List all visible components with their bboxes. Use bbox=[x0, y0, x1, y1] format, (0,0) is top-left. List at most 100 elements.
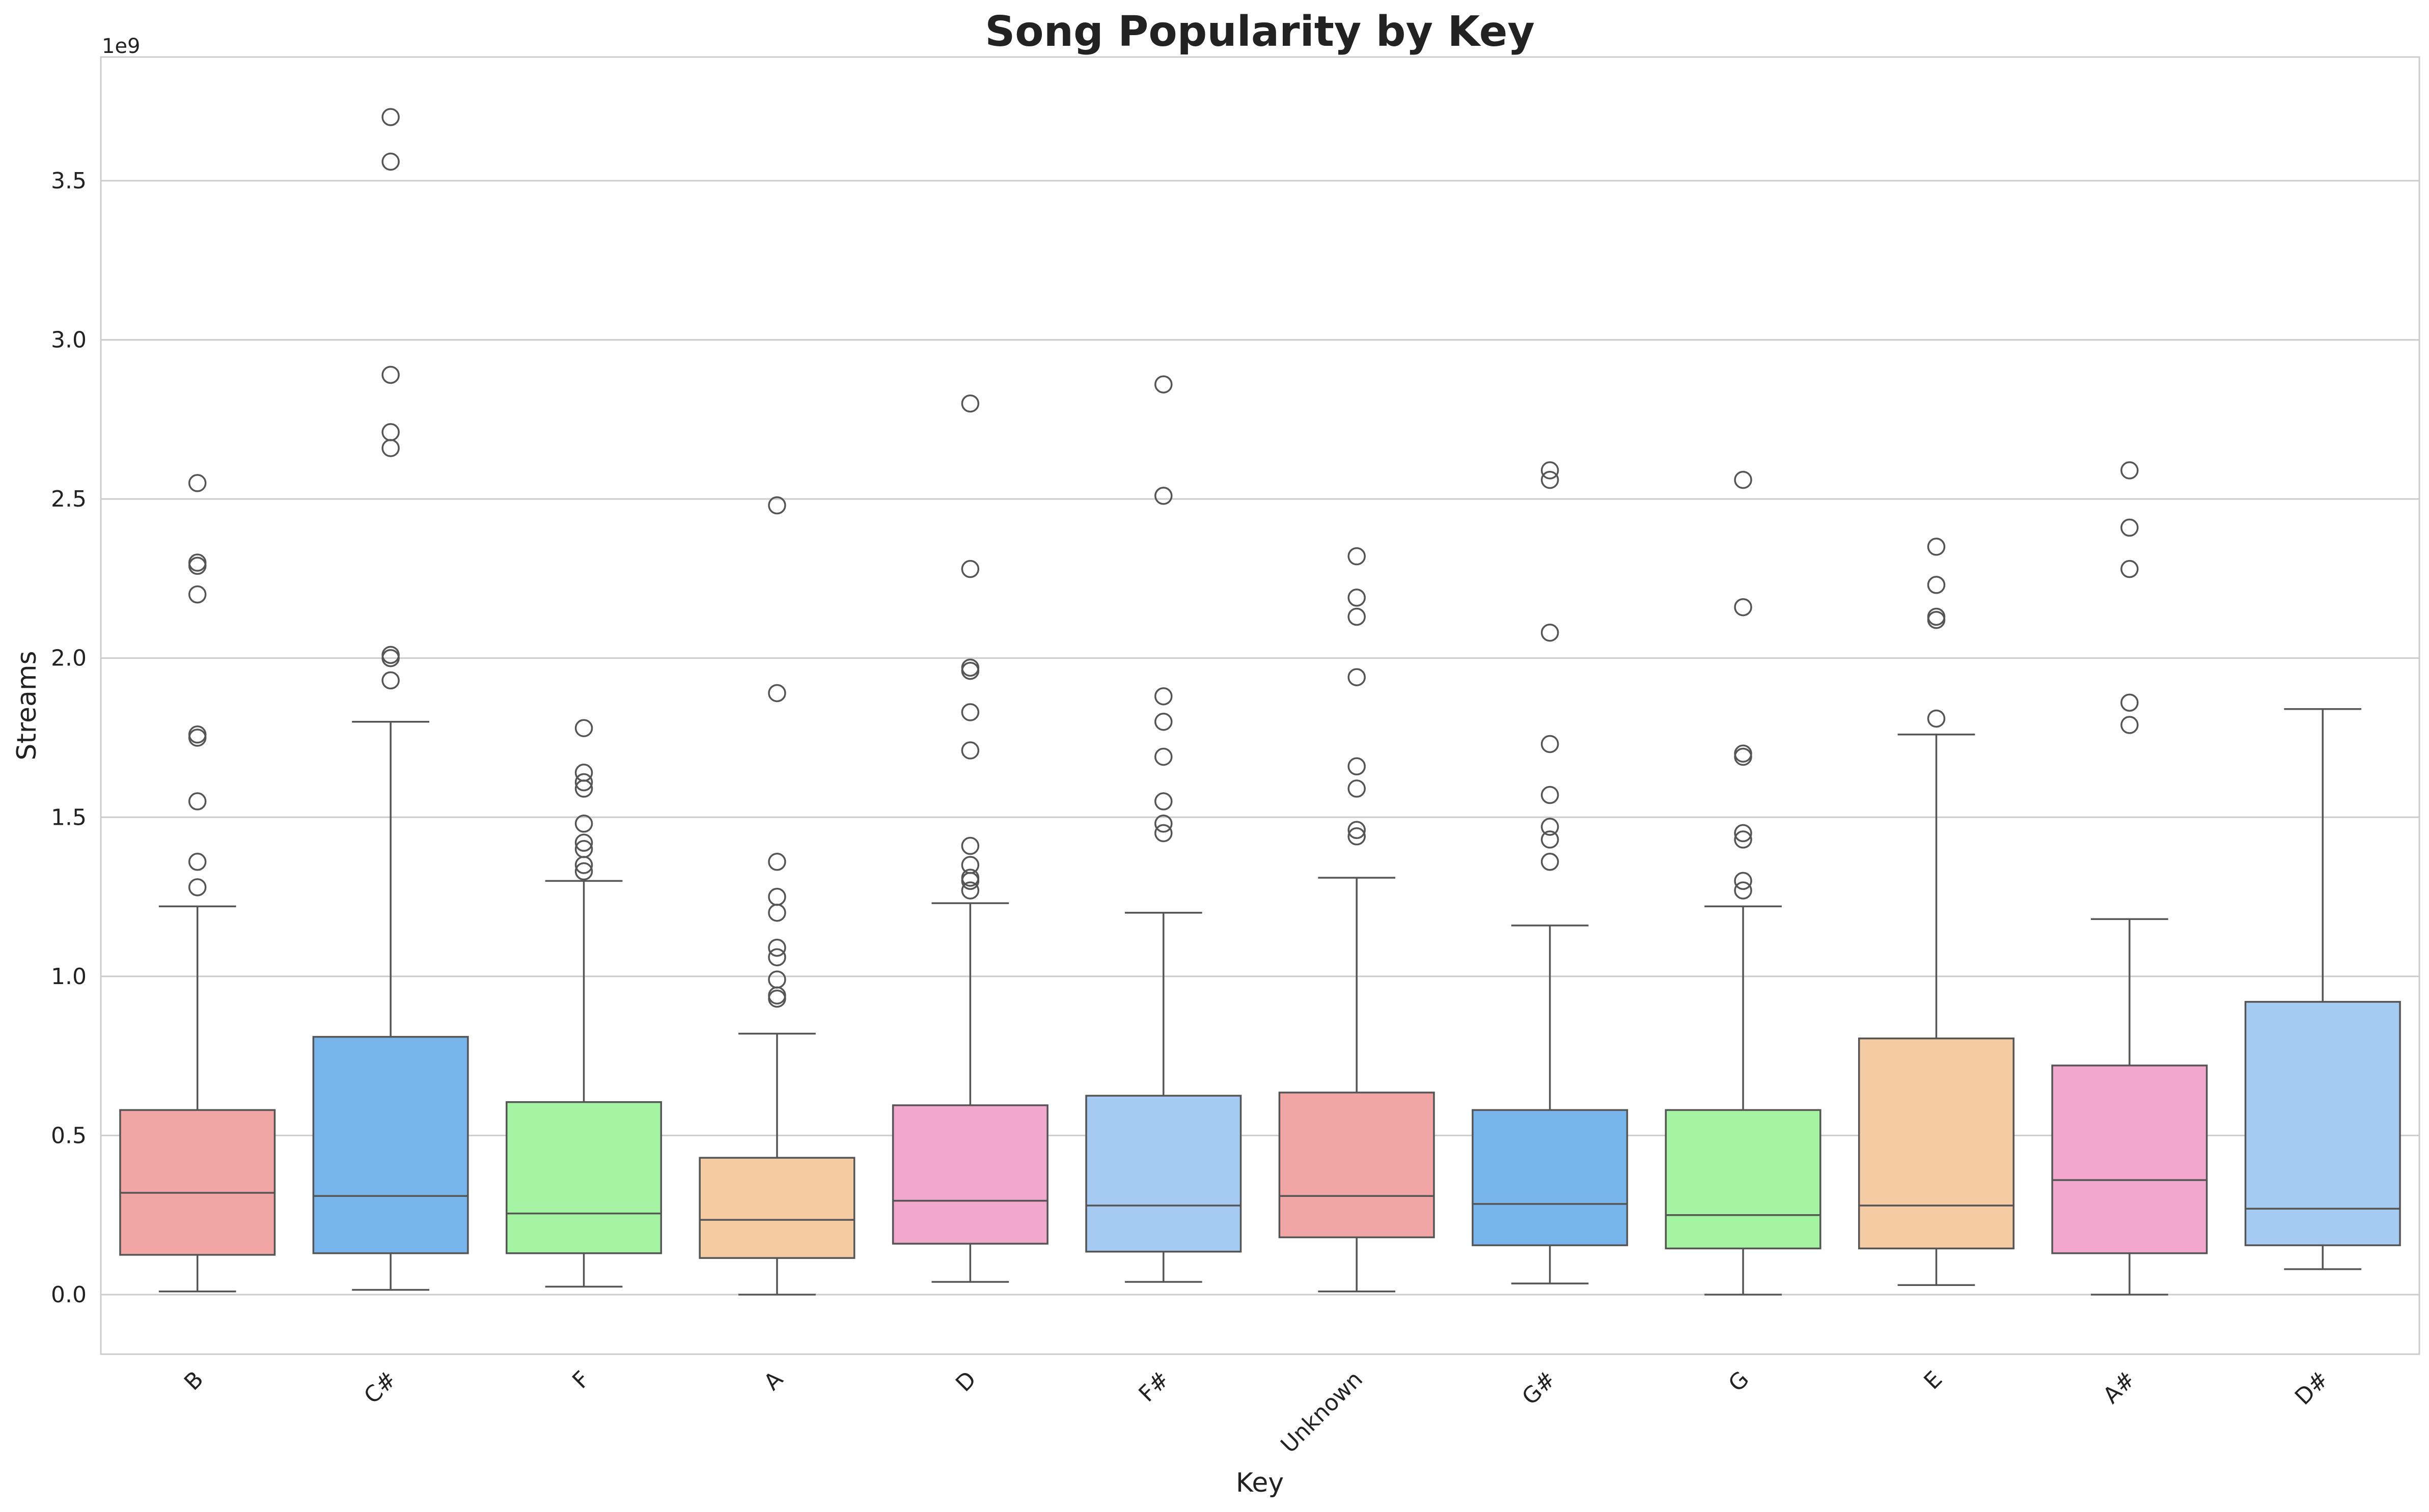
outlier-point bbox=[1347, 547, 1366, 566]
y-tick-label: 3.5 bbox=[51, 168, 87, 194]
outlier-point bbox=[574, 773, 593, 792]
y-tick-label: 1.5 bbox=[51, 804, 87, 830]
y-tick-label: 1.0 bbox=[51, 964, 87, 990]
y-tick-label: 0.5 bbox=[51, 1123, 87, 1149]
outlier-point bbox=[961, 559, 980, 578]
outlier-point bbox=[381, 108, 400, 126]
outlier-point bbox=[1347, 668, 1366, 686]
outlier-point bbox=[381, 646, 400, 664]
iqr-box bbox=[1665, 1109, 1821, 1250]
outlier-point bbox=[961, 881, 980, 900]
plot-frame bbox=[100, 56, 2420, 1355]
outlier-point bbox=[1734, 872, 1752, 890]
outlier-point bbox=[574, 764, 593, 782]
outlier-point bbox=[1154, 687, 1173, 706]
chart-title: Song Popularity by Key bbox=[985, 8, 1535, 56]
outlier-point bbox=[961, 869, 980, 887]
iqr-box bbox=[699, 1157, 855, 1259]
outlier-point bbox=[1540, 623, 1559, 642]
outlier-point bbox=[1540, 735, 1559, 753]
outlier-point bbox=[1154, 487, 1173, 505]
iqr-box bbox=[312, 1035, 469, 1254]
outlier-point bbox=[2120, 559, 2139, 578]
boxes-layer bbox=[119, 108, 2401, 1296]
outlier-point bbox=[1734, 824, 1752, 843]
outlier-point bbox=[1347, 589, 1366, 607]
outlier-point bbox=[768, 938, 786, 957]
box-d bbox=[892, 394, 1048, 1283]
box-f bbox=[506, 719, 663, 1288]
outlier-point bbox=[2120, 518, 2139, 537]
y-tick-label: 3.0 bbox=[51, 327, 87, 353]
iqr-box bbox=[2244, 1001, 2401, 1246]
outlier-point bbox=[1734, 598, 1752, 617]
iqr-box bbox=[2051, 1065, 2208, 1254]
outlier-point bbox=[961, 658, 980, 677]
iqr-box bbox=[1278, 1091, 1435, 1239]
outlier-point bbox=[1154, 375, 1173, 394]
iqr-box bbox=[1472, 1109, 1628, 1246]
box-c-sharp bbox=[312, 108, 469, 1291]
box-g-sharp bbox=[1472, 461, 1628, 1284]
outlier-point bbox=[1540, 786, 1559, 804]
iqr-box bbox=[119, 1109, 276, 1256]
iqr-box bbox=[1858, 1038, 2014, 1250]
iqr-box bbox=[892, 1104, 1048, 1245]
outlier-point bbox=[768, 887, 786, 906]
box-g bbox=[1665, 470, 1821, 1296]
outlier-point bbox=[1154, 712, 1173, 731]
outlier-point bbox=[1734, 830, 1752, 849]
grid-lines bbox=[101, 180, 2419, 1296]
outlier-point bbox=[768, 853, 786, 871]
y-axis-label: Streams bbox=[12, 651, 42, 760]
outlier-point bbox=[1154, 815, 1173, 833]
outlier-point bbox=[1347, 607, 1366, 626]
outlier-point bbox=[574, 719, 593, 737]
box-b bbox=[119, 474, 276, 1293]
y-tick-label: 2.5 bbox=[51, 486, 87, 512]
outlier-point bbox=[1540, 470, 1559, 489]
outlier-point bbox=[1927, 538, 1946, 556]
outlier-point bbox=[768, 684, 786, 703]
outlier-point bbox=[1540, 853, 1559, 871]
box-d-sharp bbox=[2244, 708, 2401, 1270]
outlier-point bbox=[2120, 716, 2139, 734]
outlier-point bbox=[961, 836, 980, 855]
outlier-point bbox=[574, 840, 593, 858]
outlier-point bbox=[188, 553, 207, 572]
outlier-point bbox=[1347, 757, 1366, 776]
y-tick-label: 0.0 bbox=[51, 1282, 87, 1308]
outlier-point bbox=[188, 792, 207, 810]
outlier-point bbox=[381, 671, 400, 690]
outlier-point bbox=[1734, 881, 1752, 900]
y-tick-label: 2.0 bbox=[51, 646, 87, 671]
outlier-point bbox=[768, 970, 786, 989]
box-a-sharp bbox=[2051, 461, 2208, 1296]
outlier-point bbox=[768, 948, 786, 967]
outlier-point bbox=[1540, 830, 1559, 849]
outlier-point bbox=[1347, 779, 1366, 798]
outlier-point bbox=[1154, 747, 1173, 766]
outlier-point bbox=[381, 152, 400, 171]
outlier-point bbox=[188, 585, 207, 604]
x-axis-label: Key bbox=[1236, 1468, 1284, 1498]
outlier-point bbox=[1154, 824, 1173, 843]
outlier-point bbox=[961, 394, 980, 413]
y-tick-labels: 0.0 0.5 1.0 1.5 2.0 2.5 3.0 3.5 bbox=[51, 168, 87, 1308]
outlier-point bbox=[2120, 461, 2139, 480]
outlier-point bbox=[1347, 827, 1366, 846]
outlier-point bbox=[961, 856, 980, 874]
y-offset-label: 1e9 bbox=[102, 35, 141, 58]
outlier-point bbox=[961, 741, 980, 760]
outlier-point bbox=[1927, 576, 1946, 594]
outlier-point bbox=[2120, 693, 2139, 712]
outlier-point bbox=[188, 725, 207, 744]
outlier-point bbox=[1734, 744, 1752, 763]
outlier-point bbox=[381, 423, 400, 441]
outlier-point bbox=[381, 366, 400, 384]
box-a bbox=[699, 496, 855, 1296]
outlier-point bbox=[1734, 470, 1752, 489]
iqr-box bbox=[506, 1101, 663, 1254]
